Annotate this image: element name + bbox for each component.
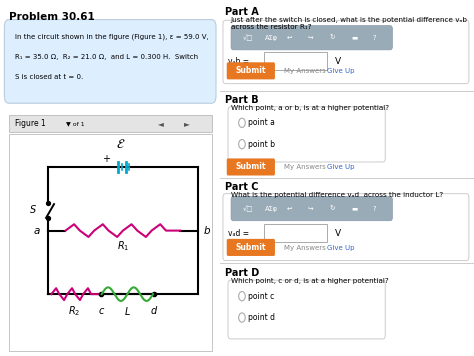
Text: ↩: ↩	[286, 206, 292, 211]
Text: ◄: ◄	[158, 119, 164, 129]
Text: Submit: Submit	[236, 243, 266, 252]
Text: $R_1$: $R_1$	[117, 240, 129, 253]
Text: point b: point b	[248, 140, 275, 149]
FancyBboxPatch shape	[231, 26, 392, 50]
Text: ►: ►	[184, 119, 190, 129]
Text: AΣφ: AΣφ	[265, 35, 278, 41]
Text: point a: point a	[248, 118, 275, 127]
Text: ▬: ▬	[351, 206, 357, 211]
Text: S is closed at t = 0.: S is closed at t = 0.	[16, 74, 84, 80]
Text: Give Up: Give Up	[327, 164, 355, 170]
Text: point d: point d	[248, 313, 275, 322]
Text: ?: ?	[373, 35, 376, 41]
Text: vₐb =: vₐb =	[228, 57, 249, 66]
Text: √□: √□	[243, 35, 254, 41]
Text: c: c	[98, 306, 103, 316]
Text: Problem 30.61: Problem 30.61	[9, 12, 95, 22]
Text: ▼ of 1: ▼ of 1	[66, 121, 85, 126]
Text: $R_2$: $R_2$	[68, 304, 81, 318]
Text: What is the potential difference vₐd  across the inductor L?: What is the potential difference vₐd acr…	[230, 192, 443, 198]
Text: My Answers: My Answers	[284, 68, 326, 74]
FancyBboxPatch shape	[9, 134, 211, 351]
Text: $\mathcal{E}$: $\mathcal{E}$	[116, 138, 125, 151]
Text: In the circuit shown in the figure (Figure 1), ε = 59.0 V,: In the circuit shown in the figure (Figu…	[16, 34, 209, 40]
FancyBboxPatch shape	[231, 197, 392, 221]
Text: ↻: ↻	[329, 206, 335, 211]
Text: Give Up: Give Up	[327, 245, 355, 251]
Text: S: S	[30, 205, 36, 215]
Text: AΣφ: AΣφ	[265, 206, 278, 211]
Text: Which point, a or b, is at a higher potential?: Which point, a or b, is at a higher pote…	[230, 105, 389, 111]
Text: ?: ?	[373, 206, 376, 211]
FancyBboxPatch shape	[228, 107, 385, 162]
FancyBboxPatch shape	[264, 52, 327, 70]
Text: √□: √□	[243, 205, 254, 212]
FancyBboxPatch shape	[227, 239, 275, 256]
Text: vₐd =: vₐd =	[228, 229, 249, 238]
Text: ↻: ↻	[329, 35, 335, 41]
Text: b: b	[203, 226, 210, 236]
Text: Part B: Part B	[226, 95, 259, 105]
Text: Part D: Part D	[226, 268, 260, 278]
Text: point c: point c	[248, 292, 274, 301]
Text: ↪: ↪	[308, 206, 313, 211]
FancyBboxPatch shape	[4, 20, 216, 103]
FancyBboxPatch shape	[223, 194, 469, 261]
Text: Submit: Submit	[236, 162, 266, 172]
FancyBboxPatch shape	[9, 115, 211, 132]
Text: +: +	[102, 153, 110, 163]
Text: Part C: Part C	[226, 182, 259, 192]
Text: Which point, c or d, is at a higher potential?: Which point, c or d, is at a higher pote…	[230, 278, 388, 284]
Text: Part A: Part A	[226, 7, 259, 17]
FancyBboxPatch shape	[228, 280, 385, 339]
Text: V: V	[335, 57, 341, 66]
Text: ↩: ↩	[286, 35, 292, 41]
Text: d: d	[151, 306, 157, 316]
FancyBboxPatch shape	[227, 62, 275, 79]
Text: ↪: ↪	[308, 35, 313, 41]
Text: Submit: Submit	[236, 66, 266, 75]
Text: $L$: $L$	[124, 305, 131, 317]
FancyBboxPatch shape	[223, 20, 469, 84]
FancyBboxPatch shape	[264, 224, 327, 242]
Text: My Answers: My Answers	[284, 245, 326, 251]
Text: R₁ = 35.0 Ω,  R₂ = 21.0 Ω,  and L = 0.300 H.  Switch: R₁ = 35.0 Ω, R₂ = 21.0 Ω, and L = 0.300 …	[16, 54, 199, 60]
Text: V: V	[335, 229, 341, 238]
Text: ▬: ▬	[351, 35, 357, 41]
Text: a: a	[34, 226, 40, 236]
Text: Just after the switch is closed, what is the potential difference vₐb  across th: Just after the switch is closed, what is…	[230, 17, 470, 30]
Text: Figure 1: Figure 1	[16, 119, 46, 129]
FancyBboxPatch shape	[227, 158, 275, 176]
Text: Give Up: Give Up	[327, 68, 355, 74]
Text: My Answers: My Answers	[284, 164, 326, 170]
